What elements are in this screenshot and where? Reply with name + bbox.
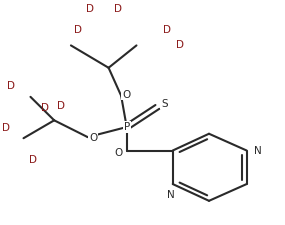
Text: O: O xyxy=(115,148,123,158)
Text: O: O xyxy=(122,90,130,100)
Text: D: D xyxy=(7,81,15,91)
Text: D: D xyxy=(114,4,122,14)
Text: D: D xyxy=(86,4,94,14)
Text: N: N xyxy=(168,190,175,200)
Text: O: O xyxy=(89,133,97,143)
Text: S: S xyxy=(161,99,168,108)
Text: D: D xyxy=(74,25,82,35)
Text: N: N xyxy=(255,146,262,155)
Text: D: D xyxy=(57,101,65,111)
Text: D: D xyxy=(176,40,184,50)
Text: D: D xyxy=(41,103,49,113)
Text: P: P xyxy=(124,122,130,132)
Text: D: D xyxy=(1,123,10,133)
Text: D: D xyxy=(29,155,37,165)
Text: D: D xyxy=(163,25,171,35)
